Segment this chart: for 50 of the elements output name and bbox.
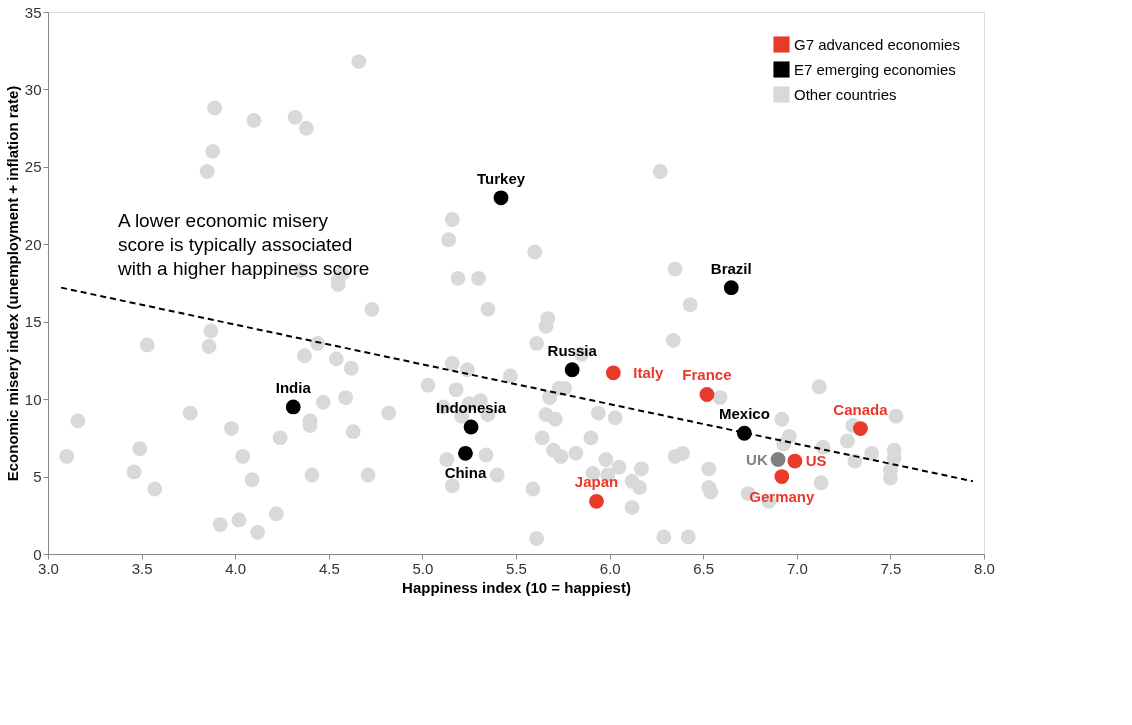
point [463, 419, 479, 435]
x-tick-label: 6.5 [693, 559, 715, 577]
x-axis-title: Happiness index (10 = happiest) [402, 578, 631, 596]
annotation: Indonesia [436, 399, 507, 417]
annotation: China [444, 464, 487, 482]
annotation: France [682, 366, 732, 384]
annotation: India [275, 378, 312, 396]
y-tick-label: 35 [24, 3, 42, 21]
point [493, 190, 509, 206]
annotation: US [805, 452, 827, 470]
annotation: Germany [749, 487, 815, 505]
point [285, 399, 301, 415]
point [458, 445, 473, 461]
point [723, 280, 739, 296]
y-tick-label: 20 [24, 235, 42, 253]
annotation: Mexico [718, 405, 770, 423]
point [699, 387, 715, 402]
legend-label: Other countries [794, 85, 897, 103]
x-tick-label: 5.5 [506, 559, 527, 577]
y-tick-label: 25 [24, 158, 42, 176]
point [853, 421, 868, 436]
x-tick-label: 5.0 [412, 559, 434, 577]
x-tick-label: 6.0 [599, 559, 621, 577]
y-tick-label: 5 [33, 468, 42, 486]
y-tick-label: 30 [24, 80, 42, 98]
point [770, 452, 786, 467]
x-tick-label: 3.5 [131, 559, 153, 577]
x-tick-label: 7.0 [786, 559, 808, 577]
annotation: Russia [547, 341, 598, 359]
legend-label: G7 advanced economies [794, 35, 960, 53]
annotation: Brazil [710, 259, 752, 277]
x-tick-label: 7.5 [880, 559, 902, 577]
annotation: Italy [633, 363, 665, 381]
x-tick-label: 4.0 [225, 559, 247, 577]
annotation: Canada [833, 400, 889, 418]
annotation: A lower economic misery score is typically associated with a higher happiness score [117, 210, 370, 279]
point [787, 453, 803, 469]
point [774, 469, 790, 484]
point [605, 365, 621, 381]
point [589, 493, 604, 509]
y-tick-label: 15 [24, 313, 42, 331]
x-tick-label: 8.0 [974, 559, 995, 577]
annotation: Japan [574, 473, 619, 491]
annotation: Turkey [476, 169, 526, 187]
x-tick-label: 4.5 [318, 559, 340, 577]
y-axis-title: Economic misery index (unemployment + inflation rate) [3, 85, 21, 482]
point [564, 362, 580, 378]
annotation: UK [746, 450, 768, 468]
legend-label: E7 emerging economies [794, 60, 956, 78]
y-tick-label: 10 [24, 390, 42, 408]
